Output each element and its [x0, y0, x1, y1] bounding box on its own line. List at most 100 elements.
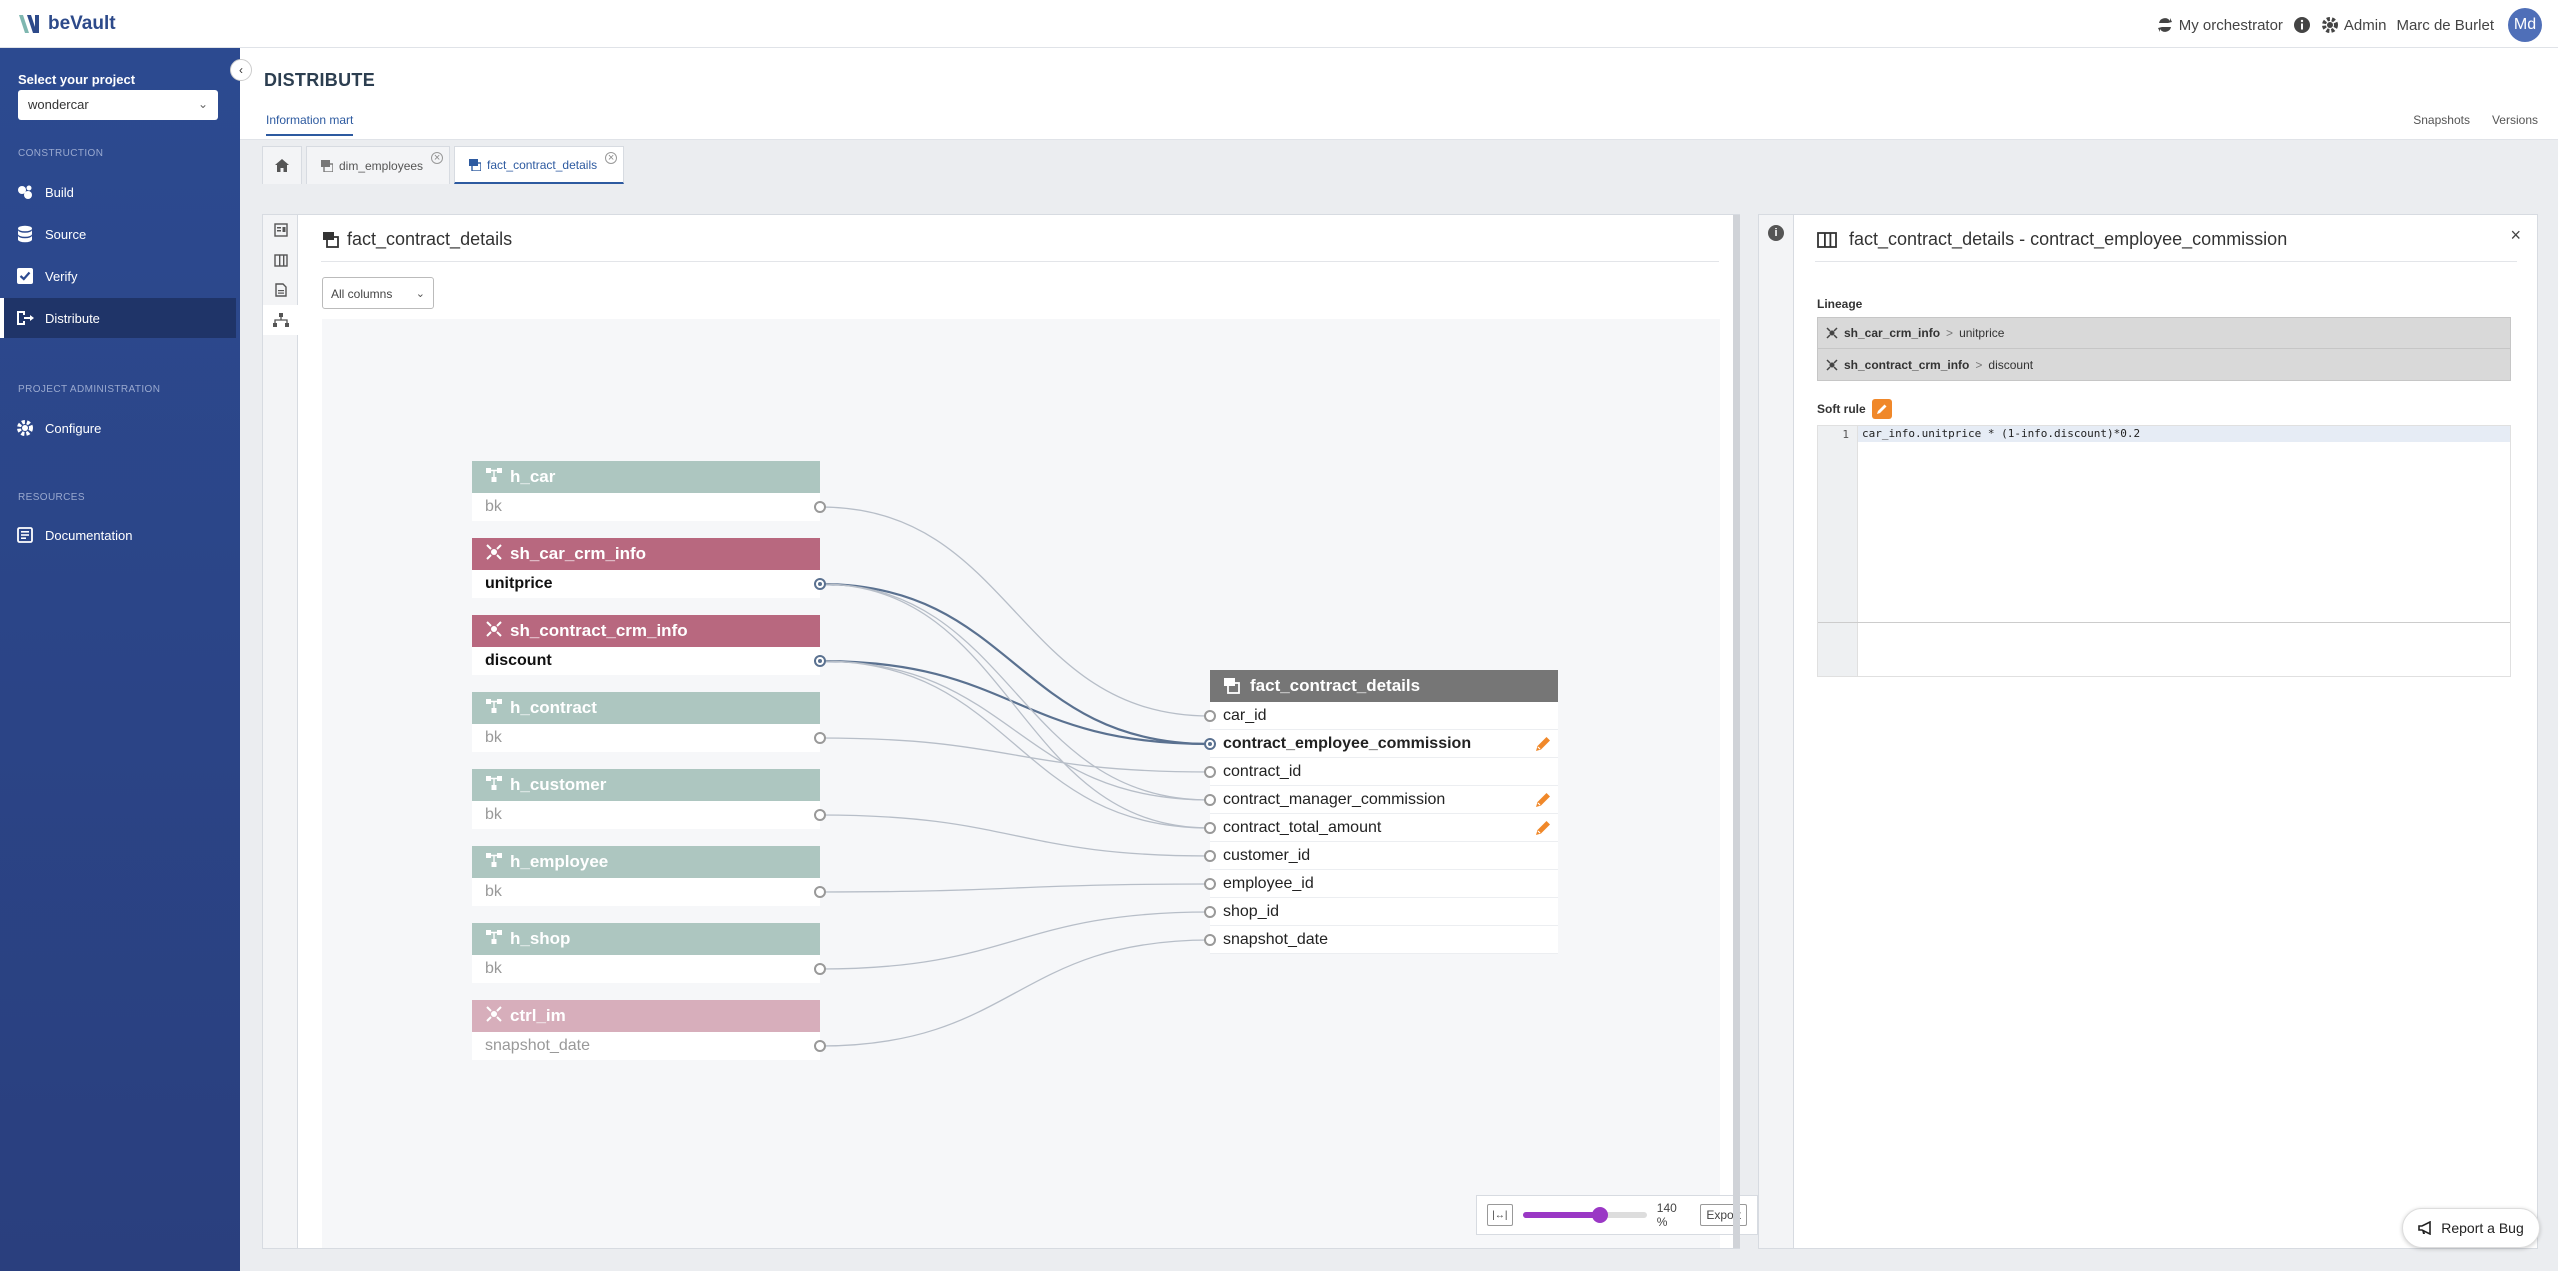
lineage-edge: [819, 660, 1211, 829]
zoom-slider[interactable]: [1522, 1207, 1647, 1223]
sidebar-item-documentation[interactable]: Documentation: [0, 515, 236, 555]
output-port[interactable]: [814, 809, 826, 821]
snapshots-link[interactable]: Snapshots: [2413, 113, 2470, 127]
project-select[interactable]: wondercar ⌄: [18, 90, 218, 120]
fact-column-row[interactable]: contract_total_amount: [1204, 814, 1558, 842]
admin-link[interactable]: Admin: [2321, 16, 2386, 34]
input-port[interactable]: [1204, 710, 1216, 722]
tab-fact-contract-details[interactable]: fact_contract_details ×: [454, 146, 625, 184]
report-bug-label: Report a Bug: [2441, 1220, 2524, 1236]
tab-dim-employees[interactable]: dim_employees ×: [306, 146, 451, 184]
close-icon[interactable]: ×: [431, 152, 444, 164]
input-port[interactable]: [1204, 794, 1216, 806]
source-node-field[interactable]: discount: [472, 647, 826, 675]
hub-icon: [486, 929, 502, 949]
fact-column-row[interactable]: contract_manager_commission: [1204, 786, 1558, 814]
versions-link[interactable]: Versions: [2491, 113, 2538, 127]
source-node-field[interactable]: bk: [472, 493, 826, 521]
info-button[interactable]: [2293, 16, 2311, 34]
sidebar-item-configure[interactable]: Configure: [0, 408, 236, 448]
input-port[interactable]: [1204, 906, 1216, 918]
avatar[interactable]: Md: [2508, 8, 2542, 42]
source-node-h_car[interactable]: h_car bk: [472, 461, 826, 521]
source-node-field[interactable]: bk: [472, 878, 826, 906]
lineage-edge: [819, 911, 1211, 970]
output-port[interactable]: [814, 886, 826, 898]
checkbox-icon: [16, 267, 34, 285]
document-tool[interactable]: [263, 275, 298, 305]
zoom-slider-handle[interactable]: [1591, 1207, 1608, 1223]
tab-information-mart[interactable]: Information mart: [266, 113, 354, 136]
source-node-field[interactable]: bk: [472, 801, 826, 829]
info-icon[interactable]: i: [1768, 225, 1784, 241]
fact-column-row[interactable]: contract_id: [1204, 758, 1558, 786]
satellite-icon: [1826, 327, 1838, 339]
input-port[interactable]: [1204, 934, 1216, 946]
fact-column-label: customer_id: [1223, 846, 1311, 864]
edit-soft-rule-button[interactable]: [1871, 399, 1892, 419]
lineage-canvas[interactable]: h_car bk sh_car_crm_info unitprice sh_contra…: [322, 319, 1758, 1248]
input-port[interactable]: [1204, 878, 1216, 890]
source-node-h_employee[interactable]: h_employee bk: [472, 846, 826, 906]
output-port[interactable]: [814, 1040, 826, 1052]
columns-tool[interactable]: [263, 245, 298, 275]
input-port[interactable]: [1204, 850, 1216, 862]
fact-column-row[interactable]: employee_id: [1204, 870, 1558, 898]
lineage-tool[interactable]: [263, 305, 298, 335]
input-port[interactable]: [1204, 738, 1216, 750]
sidebar-item-build[interactable]: Build: [0, 172, 236, 212]
calculated-column-icon[interactable]: [1534, 819, 1552, 837]
fact-column-row[interactable]: snapshot_date: [1204, 926, 1558, 954]
sidebar-item-verify[interactable]: Verify: [0, 256, 236, 296]
report-bug-button[interactable]: Report a Bug: [2402, 1208, 2540, 1248]
sidebar-item-distribute[interactable]: Distribute: [0, 298, 236, 338]
sidebar-collapse-button[interactable]: ‹: [230, 59, 252, 81]
calculated-column-icon[interactable]: [1534, 791, 1552, 809]
tab-home[interactable]: [262, 146, 302, 184]
source-node-h_contract[interactable]: h_contract bk: [472, 692, 826, 752]
calculated-column-icon[interactable]: [1534, 735, 1552, 753]
lineage-item[interactable]: sh_car_crm_info > unitprice: [1817, 317, 2511, 349]
panel-resize-handle[interactable]: [1733, 215, 1740, 1248]
fact-column-row[interactable]: contract_employee_commission: [1204, 730, 1558, 758]
editor-scrollbar[interactable]: [1818, 622, 2510, 623]
source-node-ctrl_im[interactable]: ctrl_im snapshot_date: [472, 1000, 826, 1060]
fact-column-row[interactable]: car_id: [1204, 702, 1558, 730]
logo[interactable]: beVault: [16, 10, 116, 38]
export-button[interactable]: Export: [1700, 1204, 1747, 1226]
code-line[interactable]: car_info.unitprice * (1-info.discount)*0…: [1858, 426, 2510, 442]
properties-tool[interactable]: [263, 215, 298, 245]
source-node-sh_contract_crm_info[interactable]: sh_contract_crm_info discount: [472, 615, 826, 675]
fact-column-row[interactable]: customer_id: [1204, 842, 1558, 870]
close-icon[interactable]: ×: [605, 152, 618, 164]
close-icon[interactable]: ×: [2510, 225, 2521, 245]
source-node-field[interactable]: bk: [472, 724, 826, 752]
fact-column-row[interactable]: shop_id: [1204, 898, 1558, 926]
lineage-item[interactable]: sh_contract_crm_info > discount: [1817, 349, 2511, 381]
source-node-field[interactable]: snapshot_date: [472, 1032, 826, 1060]
output-port[interactable]: [814, 732, 826, 744]
input-port[interactable]: [1204, 766, 1216, 778]
output-port[interactable]: [814, 501, 826, 513]
source-node-header: h_customer: [472, 769, 820, 801]
input-port[interactable]: [1204, 822, 1216, 834]
orchestrator-link[interactable]: My orchestrator: [2156, 16, 2283, 34]
sidebar-item-source[interactable]: Source: [0, 214, 236, 254]
source-node-h_customer[interactable]: h_customer bk: [472, 769, 826, 829]
source-node-h_shop[interactable]: h_shop bk: [472, 923, 826, 983]
output-port[interactable]: [814, 655, 826, 667]
lineage-edge: [819, 583, 1211, 829]
output-port[interactable]: [814, 578, 826, 590]
source-node-field[interactable]: bk: [472, 955, 826, 983]
user-name[interactable]: Marc de Burlet: [2396, 16, 2494, 34]
fact-table-node[interactable]: fact_contract_details car_id contract_emp…: [1204, 670, 1558, 954]
source-node-sh_car_crm_info[interactable]: sh_car_crm_info unitprice: [472, 538, 826, 598]
columns-filter-select[interactable]: All columns ⌄: [322, 277, 434, 309]
source-node-field[interactable]: unitprice: [472, 570, 826, 598]
soft-rule-editor[interactable]: 1 car_info.unitprice * (1-info.discount)…: [1817, 425, 2511, 677]
source-node-header: sh_contract_crm_info: [472, 615, 820, 647]
zoom-toolbar: |↔| 140 % Export: [1476, 1195, 1758, 1235]
columns-filter-value: All columns: [331, 287, 393, 301]
fit-to-screen-button[interactable]: |↔|: [1487, 1204, 1513, 1226]
output-port[interactable]: [814, 963, 826, 975]
